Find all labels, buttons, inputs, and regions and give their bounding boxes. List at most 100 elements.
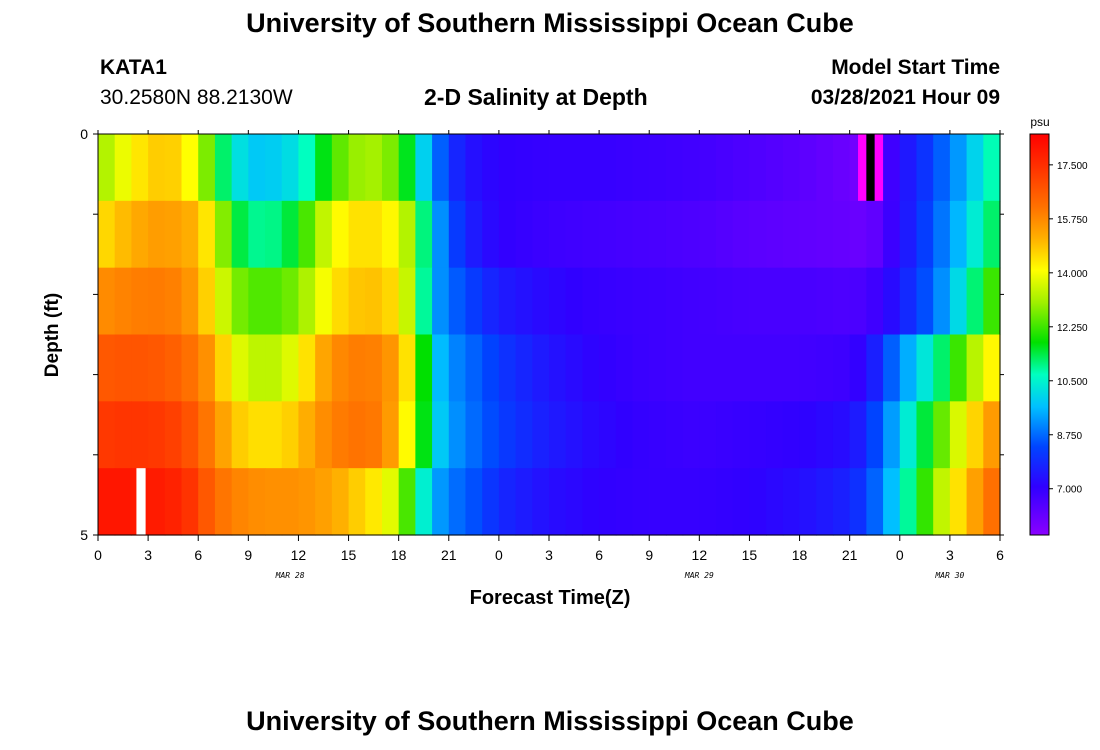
heatmap-cell [482, 200, 500, 269]
heatmap-cell [565, 134, 583, 202]
heatmap-cell [816, 267, 834, 336]
heatmap-cell [432, 334, 450, 402]
heatmap-cell [114, 401, 132, 469]
heatmap-cell [448, 134, 467, 202]
heatmap-cell [832, 200, 851, 269]
heatmap-cell [381, 401, 400, 469]
heatmap-cell [214, 200, 233, 269]
heatmap-cell [549, 200, 567, 269]
heatmap-cell [148, 401, 166, 469]
colorbar: psu 17.500 15.750 14.000 12.250 10.500 8.750 7… [1029, 115, 1088, 536]
heatmap-cell [632, 200, 650, 269]
heatmap-cell [916, 200, 934, 269]
heatmap-cell [214, 267, 233, 336]
heatmap-cell [214, 401, 233, 469]
heatmap-cell [716, 401, 734, 469]
heatmap-cell [716, 267, 734, 336]
heatmap-cell [331, 134, 350, 202]
heatmap-cell [148, 267, 166, 336]
date-label: MAR 28 [275, 571, 305, 580]
x-tick-label: 12 [692, 547, 708, 563]
heatmap-cell [782, 267, 801, 336]
heatmap-cell [398, 267, 416, 336]
heatmap-cell [599, 334, 617, 402]
heatmap-cell [381, 267, 400, 336]
heatmap-cell [766, 401, 784, 469]
heatmap-cell [883, 468, 901, 536]
heatmap-cell [582, 134, 600, 202]
date-label: MAR 29 [684, 571, 714, 580]
heatmap-cell [98, 267, 116, 336]
heatmap-cell [816, 468, 834, 536]
heatmap-cell [98, 468, 116, 536]
heatmap-cell [832, 134, 851, 202]
heatmap-cell [933, 134, 951, 202]
heatmap-cell [899, 200, 918, 269]
heatmap-cell [649, 468, 667, 536]
heatmap-cell [632, 401, 650, 469]
heatmap-cell [231, 468, 249, 536]
colorbar-tick-label: 8.750 [1057, 431, 1082, 442]
heatmap-cell [231, 267, 249, 336]
model-start-label: Model Start Time [831, 56, 1000, 79]
heatmap-cell [181, 401, 199, 469]
heatmap-cell [298, 468, 316, 536]
heatmap-cell [231, 200, 249, 269]
heatmap-cell [799, 334, 817, 402]
heatmap-cell [799, 401, 817, 469]
heatmap-cell [465, 267, 483, 336]
heatmap-cell [298, 134, 316, 202]
heatmap-cell [849, 200, 867, 269]
heatmap-cell [315, 334, 333, 402]
heatmap-cell [966, 267, 984, 336]
heatmap-cell [582, 200, 600, 269]
heatmap-cell [164, 401, 183, 469]
heatmap-cell [281, 334, 300, 402]
heatmap-cell [983, 134, 1001, 202]
heatmap-cell [816, 401, 834, 469]
heatmap-cell [381, 134, 400, 202]
heatmap-cell [114, 267, 132, 336]
heatmap-cell [682, 200, 700, 269]
heatmap-cell [398, 401, 416, 469]
model-start-value: 03/28/2021 Hour 09 [810, 86, 1000, 109]
heatmap-cell [632, 267, 650, 336]
heatmap-cell [665, 200, 684, 269]
heatmap-cell [716, 200, 734, 269]
heatmap-cell [131, 267, 149, 336]
heatmap-cell [649, 134, 667, 202]
heatmap-cell [265, 200, 283, 269]
heatmap-cell [398, 468, 416, 536]
heatmap-cell [448, 468, 467, 536]
heatmap-cell [482, 267, 500, 336]
heatmap-cell [348, 200, 366, 269]
heatmap-cell [916, 468, 934, 536]
heatmap-cell [732, 200, 751, 269]
heatmap-cell [248, 267, 266, 336]
heatmap-cell [949, 267, 968, 336]
heatmap-cell [933, 334, 951, 402]
heatmap-cell [231, 134, 249, 202]
heatmap-cell [432, 200, 450, 269]
heatmap-cell [315, 267, 333, 336]
heatmap-cell [532, 200, 550, 269]
heatmap-cell [866, 334, 884, 402]
heatmap-cell [832, 267, 851, 336]
heatmap-cell [966, 200, 984, 269]
heatmap-cell [365, 200, 383, 269]
heatmap-cell [164, 267, 183, 336]
heatmap-cell [632, 134, 650, 202]
heatmap-cell [883, 200, 901, 269]
heatmap-cell [749, 134, 767, 202]
heatmap-cell [415, 200, 433, 269]
heatmap-cell [482, 134, 500, 202]
heatmap-cell [766, 468, 784, 536]
heatmap-cell [265, 134, 283, 202]
heatmap-cell [281, 468, 300, 536]
x-tick-label: 15 [341, 547, 357, 563]
heatmap-cell [682, 401, 700, 469]
heatmap-cell [883, 401, 901, 469]
heatmap-cell [549, 401, 567, 469]
heatmap-cell [248, 468, 266, 536]
heatmap-cell [348, 134, 366, 202]
